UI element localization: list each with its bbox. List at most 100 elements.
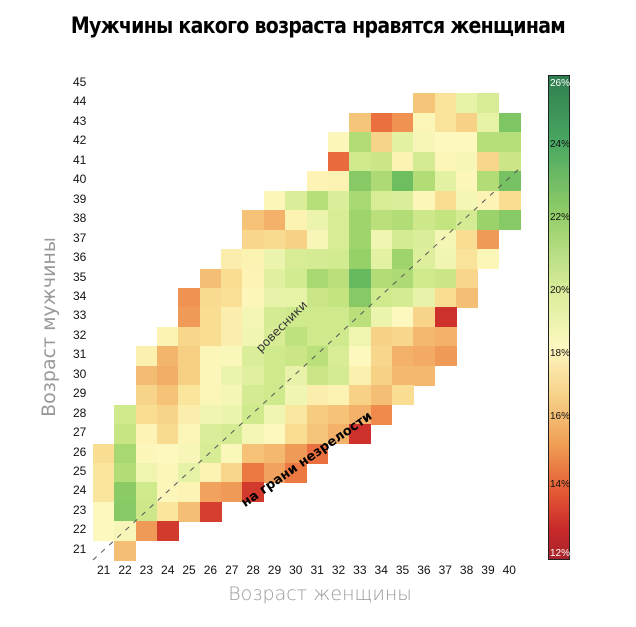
heatmap-cell <box>391 268 414 289</box>
heatmap-cell <box>413 171 436 192</box>
heatmap-cell <box>349 365 372 386</box>
heatmap-cell <box>285 307 308 328</box>
x-tick-label: 31 <box>310 563 324 577</box>
x-tick-label: 38 <box>459 563 474 577</box>
heatmap-cell <box>178 463 201 484</box>
heatmap-cell <box>455 151 478 172</box>
heatmap-cell <box>157 346 179 367</box>
heatmap-cell <box>157 424 179 445</box>
heatmap-cell <box>370 210 393 231</box>
heatmap-cell <box>114 540 137 561</box>
y-tick-label: 38 <box>73 211 87 226</box>
heatmap-cell <box>263 287 286 308</box>
heatmap-cell <box>370 268 393 289</box>
heatmap-cell <box>413 249 436 270</box>
x-tick-label: 34 <box>374 563 388 577</box>
heatmap-cell <box>285 404 308 425</box>
colorbar-tick-label: 16% <box>549 411 570 422</box>
heatmap-cell <box>93 501 115 522</box>
heatmap-cell <box>413 210 436 231</box>
heatmap-cell <box>263 307 286 328</box>
heatmap-cell <box>434 268 457 289</box>
y-tick-label: 26 <box>73 444 87 459</box>
heatmap-cell <box>263 210 286 231</box>
heatmap-cell <box>242 365 265 386</box>
heatmap-cell <box>498 151 521 172</box>
heatmap-cell <box>263 346 286 367</box>
heatmap-cell <box>391 346 414 367</box>
heatmap-cell <box>178 346 201 367</box>
colorbar-tick-label: 20% <box>549 285 570 296</box>
heatmap-cell <box>498 132 521 153</box>
heatmap-cell <box>263 268 286 289</box>
heatmap-cell <box>242 307 265 328</box>
heatmap-cell <box>455 249 478 270</box>
heatmap-cell <box>434 346 457 367</box>
heatmap-cell <box>263 385 286 406</box>
x-tick-label: 35 <box>395 563 410 577</box>
heatmap-cell <box>306 346 329 367</box>
heatmap-cell <box>370 365 393 386</box>
heatmap-cell <box>434 307 457 328</box>
heatmap-cell <box>477 249 500 270</box>
colorbar-tick-label: 18% <box>549 348 570 359</box>
heatmap-cell <box>285 443 308 464</box>
heatmap-cell <box>157 482 179 503</box>
heatmap-cell <box>391 210 414 231</box>
heatmap-cell <box>455 190 478 211</box>
heatmap-cell <box>135 521 158 542</box>
heatmap-cell <box>285 249 308 270</box>
y-tick-label: 25 <box>73 464 87 478</box>
x-tick-label: 40 <box>502 563 516 577</box>
heatmap-cell <box>285 326 308 347</box>
heatmap-cell <box>370 385 393 406</box>
heatmap-cell <box>327 151 350 172</box>
heatmap-cell <box>199 385 222 406</box>
colorbar-legend <box>548 75 570 560</box>
heatmap-cell <box>199 307 222 328</box>
heatmap-cell <box>434 229 457 250</box>
x-tick-label: 33 <box>353 563 367 577</box>
heatmap-cell <box>477 112 500 133</box>
heatmap-cell <box>178 365 201 386</box>
heatmap-cell <box>157 365 179 386</box>
y-tick-label: 33 <box>73 308 87 323</box>
heatmap-cell <box>199 482 222 503</box>
heatmap-cell <box>391 287 414 308</box>
x-tick-label: 26 <box>203 563 218 577</box>
heatmap-cell <box>349 249 372 270</box>
heatmap-cell <box>434 151 457 172</box>
heatmap-cell <box>327 365 350 386</box>
heatmap-cell <box>221 424 244 445</box>
heatmap-cell <box>327 229 350 250</box>
heatmap-cell <box>498 190 521 211</box>
heatmap-cell <box>391 365 414 386</box>
heatmap-cell <box>135 385 158 406</box>
heatmap-cell <box>349 307 372 328</box>
heatmap-cell <box>242 210 265 231</box>
heatmap-cell <box>306 307 329 328</box>
heatmap-cell <box>306 190 329 211</box>
heatmap-cell <box>135 443 158 464</box>
y-tick-label: 22 <box>73 522 87 537</box>
heatmap-cell <box>178 482 201 503</box>
heatmap-cell <box>93 521 115 542</box>
heatmap-cell <box>285 385 308 406</box>
heatmap-cell <box>391 385 414 406</box>
heatmap-cell <box>242 326 265 347</box>
heatmap-cell <box>199 501 222 522</box>
x-tick-label: 37 <box>438 563 452 577</box>
heatmap-cell <box>114 482 137 503</box>
heatmap-cell <box>157 501 179 522</box>
heatmap-cell <box>114 501 137 522</box>
heatmap-cell <box>157 443 179 464</box>
heatmap-cell <box>306 171 329 192</box>
x-tick-label: 21 <box>96 563 111 577</box>
heatmap-cell <box>455 112 478 133</box>
heatmap-cell <box>306 210 329 231</box>
heatmap-cell <box>114 463 137 484</box>
heatmap-cell <box>413 307 436 328</box>
heatmap-cell <box>349 346 372 367</box>
heatmap-cell <box>391 229 414 250</box>
heatmap-cell <box>391 307 414 328</box>
